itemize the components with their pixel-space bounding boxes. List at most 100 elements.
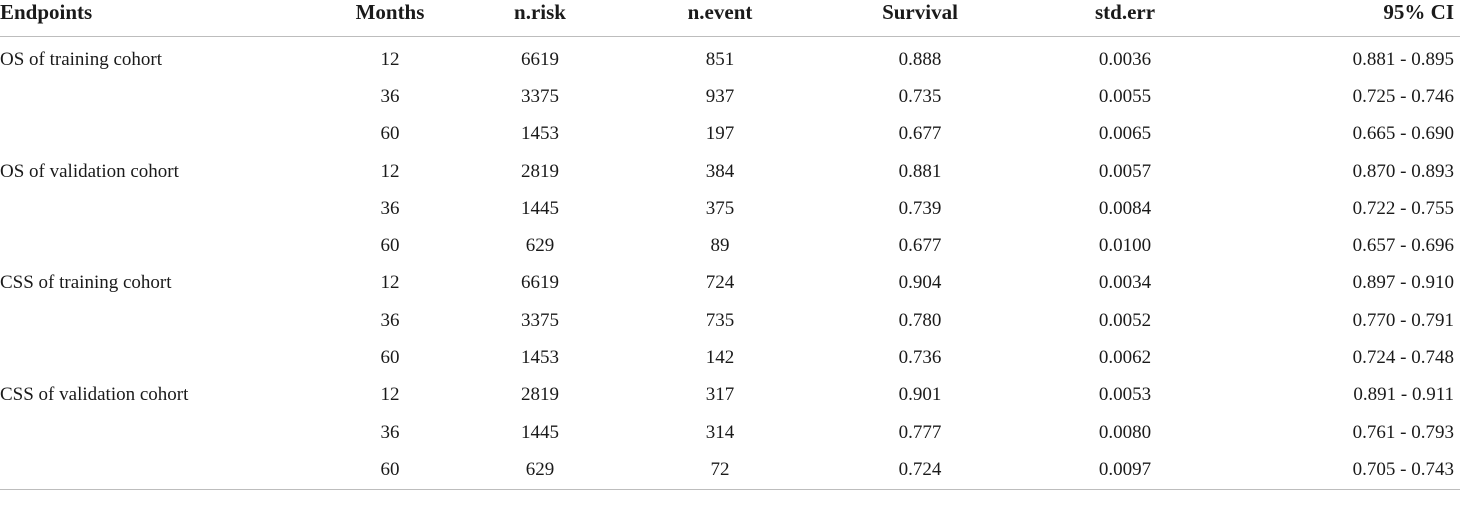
cell-n-event: 89 — [710, 235, 730, 257]
cell-ci: 0.665 - 0.690 — [1352, 123, 1454, 145]
cell-months: 60 — [380, 347, 400, 369]
cell-n-event: 142 — [705, 347, 735, 369]
header-survival: Survival — [810, 0, 1030, 37]
cell-endpoint — [0, 78, 310, 115]
cell-months: 60 — [380, 235, 400, 257]
cell-std-err: 0.0052 — [1098, 309, 1152, 331]
header-months: Months — [310, 0, 450, 37]
cell-endpoint — [0, 451, 310, 490]
cell-ci: 0.705 - 0.743 — [1220, 451, 1460, 490]
table-row: 60 1453 197 0.677 0.0065 0.665 - 0.690 — [0, 116, 1460, 153]
cell-survival: 0.677 — [898, 235, 942, 257]
header-n-event: n.event — [630, 0, 810, 37]
cell-n-risk: 6619 — [521, 272, 559, 294]
cell-survival: 0.881 — [898, 160, 942, 182]
cell-std-err: 0.0053 — [1098, 384, 1152, 406]
cell-survival: 0.724 — [810, 451, 1030, 490]
header-n-risk: n.risk — [450, 0, 630, 37]
cell-n-event: 314 — [705, 421, 735, 443]
cell-ci: 0.761 - 0.793 — [1352, 421, 1454, 443]
cell-months: 60 — [380, 123, 400, 145]
cell-survival: 0.777 — [898, 421, 942, 443]
cell-n-event: 724 — [705, 272, 735, 294]
cell-endpoint: CSS of validation cohort — [0, 384, 189, 406]
table-row: 60 1453 142 0.736 0.0062 0.724 - 0.748 — [0, 339, 1460, 376]
header-95-ci: 95% CI — [1220, 0, 1460, 37]
cell-ci: 0.891 - 0.911 — [1353, 384, 1454, 406]
cell-months: 12 — [380, 272, 400, 294]
cell-endpoint — [0, 339, 310, 376]
cell-endpoint — [0, 190, 310, 227]
cell-survival: 0.739 — [898, 197, 942, 219]
cell-ci: 0.770 - 0.791 — [1352, 309, 1454, 331]
cell-n-risk: 3375 — [521, 85, 559, 107]
table-header: Endpoints Months n.risk n.event Survival… — [0, 0, 1460, 37]
cell-months: 60 — [310, 451, 450, 490]
cell-n-event: 375 — [705, 197, 735, 219]
cell-std-err: 0.0100 — [1098, 235, 1152, 257]
table-row: 36 1445 375 0.739 0.0084 0.722 - 0.755 — [0, 190, 1460, 227]
cell-n-risk: 1445 — [521, 197, 559, 219]
cell-survival: 0.904 — [898, 272, 942, 294]
cell-survival: 0.736 — [898, 347, 942, 369]
cell-n-event: 384 — [705, 160, 735, 182]
cell-n-risk: 629 — [525, 235, 555, 257]
table-row: 60 629 89 0.677 0.0100 0.657 - 0.696 — [0, 227, 1460, 264]
header-row: Endpoints Months n.risk n.event Survival… — [0, 0, 1460, 37]
cell-months: 36 — [380, 197, 400, 219]
cell-months: 12 — [380, 48, 400, 70]
cell-std-err: 0.0084 — [1098, 197, 1152, 219]
cell-n-event: 72 — [630, 451, 810, 490]
cell-n-risk: 1453 — [521, 347, 559, 369]
cell-months: 36 — [380, 85, 400, 107]
cell-std-err: 0.0036 — [1098, 48, 1152, 70]
cell-n-event: 317 — [705, 384, 735, 406]
table-row: CSS of validation cohort 12 2819 317 0.9… — [0, 377, 1460, 414]
cell-std-err: 0.0097 — [1030, 451, 1220, 490]
cell-n-event: 851 — [705, 48, 735, 70]
header-std-err: std.err — [1030, 0, 1220, 37]
table-row: OS of validation cohort 12 2819 384 0.88… — [0, 153, 1460, 190]
table-row: OS of training cohort 12 6619 851 0.888 … — [0, 37, 1460, 79]
cell-std-err: 0.0057 — [1098, 160, 1152, 182]
cell-months: 36 — [380, 309, 400, 331]
cell-ci: 0.724 - 0.748 — [1352, 347, 1454, 369]
cell-endpoint — [0, 414, 310, 451]
cell-ci: 0.725 - 0.746 — [1352, 85, 1454, 107]
table-row: 36 3375 735 0.780 0.0052 0.770 - 0.791 — [0, 302, 1460, 339]
cell-endpoint — [0, 227, 310, 264]
cell-std-err: 0.0055 — [1098, 85, 1152, 107]
cell-months: 12 — [380, 384, 400, 406]
cell-endpoint — [0, 302, 310, 339]
cell-ci: 0.897 - 0.910 — [1352, 272, 1454, 294]
table-row: CSS of training cohort 12 6619 724 0.904… — [0, 265, 1460, 302]
cell-n-risk: 1453 — [521, 123, 559, 145]
cell-n-event: 197 — [705, 123, 735, 145]
survival-table: Endpoints Months n.risk n.event Survival… — [0, 0, 1460, 490]
cell-survival: 0.888 — [898, 48, 942, 70]
table-body: OS of training cohort 12 6619 851 0.888 … — [0, 37, 1460, 490]
cell-survival: 0.735 — [898, 85, 942, 107]
cell-n-risk: 1445 — [521, 421, 559, 443]
cell-survival: 0.901 — [898, 384, 942, 406]
cell-n-event: 937 — [705, 85, 735, 107]
cell-n-risk: 3375 — [521, 309, 559, 331]
table-row: 60 629 72 0.724 0.0097 0.705 - 0.743 — [0, 451, 1460, 490]
cell-std-err: 0.0065 — [1098, 123, 1152, 145]
cell-n-risk: 2819 — [521, 384, 559, 406]
header-endpoints: Endpoints — [0, 0, 310, 37]
cell-ci: 0.657 - 0.696 — [1352, 235, 1454, 257]
table-row: 36 1445 314 0.777 0.0080 0.761 - 0.793 — [0, 414, 1460, 451]
cell-endpoint: OS of validation cohort — [0, 160, 179, 182]
cell-std-err: 0.0062 — [1098, 347, 1152, 369]
cell-months: 12 — [380, 160, 400, 182]
cell-n-event: 735 — [705, 309, 735, 331]
cell-endpoint — [0, 116, 310, 153]
cell-survival: 0.677 — [898, 123, 942, 145]
cell-survival: 0.780 — [898, 309, 942, 331]
cell-ci: 0.870 - 0.893 — [1352, 160, 1454, 182]
cell-n-risk: 629 — [450, 451, 630, 490]
cell-months: 36 — [380, 421, 400, 443]
table-row: 36 3375 937 0.735 0.0055 0.725 - 0.746 — [0, 78, 1460, 115]
